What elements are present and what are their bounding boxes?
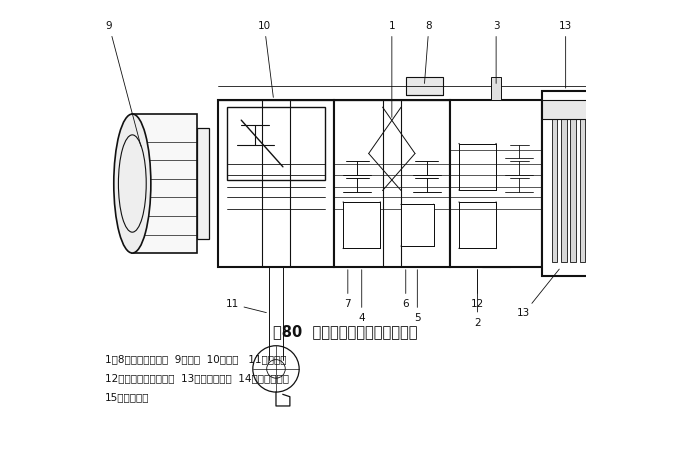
Text: 4: 4 <box>359 270 365 323</box>
Bar <box>406 77 443 96</box>
Text: 1～8．减速器的齿轮  9．电机  10．卷筒   11．起重绳: 1～8．减速器的齿轮 9．电机 10．卷筒 11．起重绳 <box>104 355 286 364</box>
Circle shape <box>267 360 285 378</box>
Circle shape <box>400 219 411 231</box>
Text: 8: 8 <box>424 21 433 83</box>
Bar <box>561 105 567 262</box>
Ellipse shape <box>114 114 151 253</box>
Bar <box>459 202 496 249</box>
Text: 11: 11 <box>225 299 266 313</box>
Text: 3: 3 <box>493 21 500 83</box>
Text: 15: 15 <box>0 468 1 469</box>
Bar <box>542 100 635 119</box>
Text: 6: 6 <box>402 270 409 309</box>
Text: 5: 5 <box>414 270 421 323</box>
Polygon shape <box>369 153 415 190</box>
Text: 14: 14 <box>0 468 1 469</box>
Text: 2: 2 <box>474 270 481 327</box>
Polygon shape <box>369 107 415 153</box>
Circle shape <box>392 212 419 239</box>
Text: 13: 13 <box>559 21 572 88</box>
Bar <box>343 202 380 249</box>
Bar <box>598 170 621 197</box>
Text: 9: 9 <box>106 21 141 146</box>
Text: 13: 13 <box>518 269 559 318</box>
Circle shape <box>614 204 628 218</box>
Circle shape <box>487 162 496 172</box>
Bar <box>401 204 433 246</box>
Bar <box>197 128 209 239</box>
Bar <box>218 100 334 267</box>
Circle shape <box>614 149 628 163</box>
Bar <box>459 144 496 190</box>
Text: 图80  解放型电动葫芦结构示意图: 图80 解放型电动葫芦结构示意图 <box>273 325 418 340</box>
Text: 10: 10 <box>258 21 274 98</box>
Bar <box>580 105 585 262</box>
Bar <box>594 109 630 257</box>
Text: 1: 1 <box>388 21 395 117</box>
Text: 14: 14 <box>0 468 1 469</box>
Bar <box>589 105 594 262</box>
Text: 7: 7 <box>345 270 351 309</box>
Bar <box>570 105 576 262</box>
Bar <box>542 91 635 276</box>
Bar <box>227 107 325 180</box>
Text: 12．载荷止动式制动器  13．片式制动器  14．电磁开闸器: 12．载荷止动式制动器 13．片式制动器 14．电磁开闸器 <box>104 373 289 383</box>
Circle shape <box>480 155 503 178</box>
Bar <box>334 100 450 267</box>
Circle shape <box>253 346 299 392</box>
Bar <box>491 77 501 100</box>
Text: 12: 12 <box>471 270 484 309</box>
Bar <box>551 105 558 262</box>
Text: 15．闭闸弹簧: 15．闭闸弹簧 <box>104 392 149 402</box>
Bar <box>132 114 197 253</box>
Bar <box>450 100 542 267</box>
